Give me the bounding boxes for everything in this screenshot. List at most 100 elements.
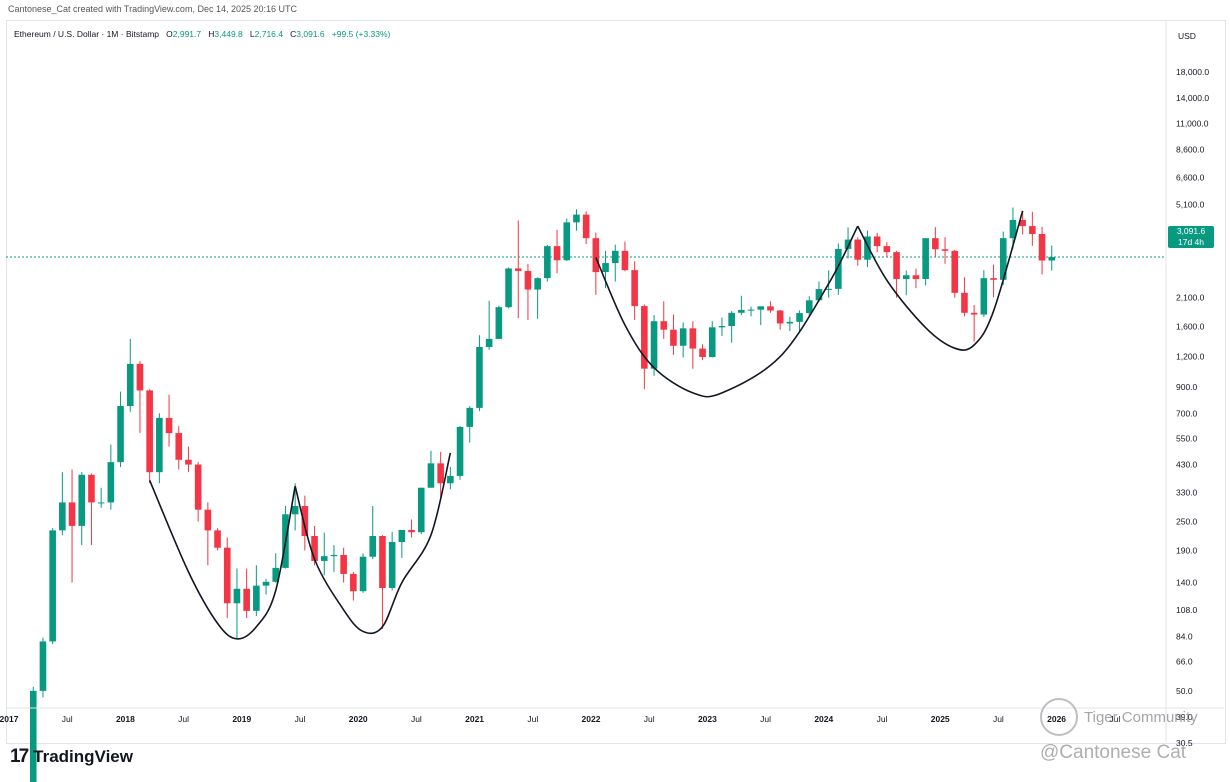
candle-body: [951, 250, 959, 293]
candle-body: [718, 326, 726, 328]
currency-label[interactable]: USD: [1178, 31, 1196, 41]
chart-frame: [6, 20, 1226, 744]
candle-body: [97, 502, 105, 504]
price-tick-label: 1,600.0: [1176, 321, 1205, 331]
candle-body: [59, 502, 66, 531]
time-tick-label: Jul: [62, 714, 73, 724]
candle-body: [253, 585, 260, 611]
symbol-title: Ethereum / U.S. Dollar · 1M · Bitstamp: [14, 29, 160, 39]
price-tick-label: 14,000.0: [1176, 93, 1209, 103]
candle-body: [427, 463, 435, 488]
candle-body: [1009, 219, 1017, 239]
candle-body: [156, 417, 163, 473]
time-tick-label: Jul: [993, 714, 1004, 724]
candles: [29, 207, 1056, 782]
candle-body: [39, 641, 47, 691]
change-value: +99.5 (+3.33%): [331, 29, 391, 39]
tradingview-logo-icon: 17: [10, 746, 29, 767]
open-value: 2,991.7: [172, 29, 202, 39]
candle-body: [320, 556, 328, 561]
candle-body: [728, 312, 735, 327]
candle-body: [146, 390, 153, 473]
candle-body: [679, 328, 687, 346]
time-tick-label: 2022: [582, 714, 601, 724]
candle-body: [805, 300, 813, 314]
candle-body: [136, 363, 144, 391]
candle-body: [68, 502, 76, 526]
candle-body: [398, 529, 406, 542]
time-tick-label: 2019: [232, 714, 251, 724]
candle-body: [117, 406, 124, 463]
price-tick-label: 39.0: [1176, 712, 1193, 722]
candle-body: [359, 556, 367, 592]
candle-body: [650, 321, 658, 369]
candle-body: [330, 554, 338, 557]
candle-body: [495, 307, 503, 339]
candle-body: [185, 459, 192, 465]
high-label: H: [208, 29, 215, 39]
candle-body: [78, 474, 86, 526]
candle-body: [505, 268, 512, 308]
cup-curve: [857, 210, 1024, 351]
candle-body: [582, 214, 590, 239]
time-tick-label: 2024: [814, 714, 833, 724]
candle-body: [573, 214, 580, 223]
candle-body: [660, 321, 668, 330]
candle-body: [738, 309, 745, 313]
candle-body: [233, 588, 241, 604]
candle-body: [941, 249, 949, 251]
candle-body: [388, 541, 396, 588]
price-tick-label: 50.0: [1176, 686, 1193, 696]
candle-body: [912, 275, 920, 279]
candle-body: [1029, 226, 1036, 234]
candle-body: [864, 236, 871, 260]
price-tick-label: 18,000.0: [1176, 67, 1209, 77]
time-tick-label: 2021: [465, 714, 484, 724]
candle-body: [990, 278, 997, 280]
price-tick-label: 5,100.0: [1176, 199, 1205, 209]
tradingview-logo-text: TradingView: [33, 747, 133, 766]
candle-body: [514, 268, 522, 271]
candle-body: [49, 530, 56, 642]
price-tick-label: 1,200.0: [1176, 352, 1205, 362]
candle-body: [1038, 233, 1046, 261]
time-tick-label: 2025: [931, 714, 950, 724]
price-tick-label: 700.0: [1176, 408, 1198, 418]
candle-body: [301, 505, 309, 537]
candle-body: [456, 426, 464, 476]
price-axis[interactable]: 30.5 39.0 50.0 66.0 84.0 108.0 140.0 190.0 250.0…: [1165, 20, 1209, 748]
low-label: L: [249, 29, 255, 39]
candle-body: [1048, 257, 1056, 261]
candle-body: [893, 252, 900, 279]
low-value: 2,716.4: [254, 29, 284, 39]
candle-body: [592, 238, 600, 273]
time-tick-label: Jul: [1109, 714, 1120, 724]
last-price-value: 3,091.6: [1176, 226, 1206, 236]
candle-body: [553, 246, 561, 261]
price-tick-label: 108.0: [1176, 605, 1198, 615]
candle-body: [961, 292, 968, 313]
candle-body: [408, 529, 415, 533]
candle-body: [369, 536, 377, 557]
candle-body: [767, 306, 774, 311]
candle-body: [544, 246, 551, 279]
author-watermark: @Cantonese Cat: [1040, 742, 1187, 763]
candle-body: [107, 462, 115, 503]
candle-body: [757, 306, 765, 310]
cup-curve: [148, 480, 296, 640]
time-tick-label: Jul: [295, 714, 306, 724]
price-tick-label: 430.0: [1176, 460, 1198, 470]
candle-body: [311, 536, 318, 561]
candle-body: [786, 321, 794, 324]
community-watermark-text: Tiger Community: [1084, 708, 1198, 726]
candle-body: [641, 306, 648, 369]
candle-body: [194, 464, 202, 510]
candle-body: [476, 346, 483, 408]
candle-body: [670, 329, 677, 346]
price-tick-label: 900.0: [1176, 382, 1198, 392]
time-axis[interactable]: 2017 Jul 2018 Jul 2019 Jul 2020 Jul 2021 Jul 2022 J…: [0, 707, 1224, 724]
tradingview-logo[interactable]: 17 TradingView: [10, 746, 133, 768]
candle-body: [88, 474, 95, 503]
tiger-logo-icon: [1040, 698, 1078, 736]
